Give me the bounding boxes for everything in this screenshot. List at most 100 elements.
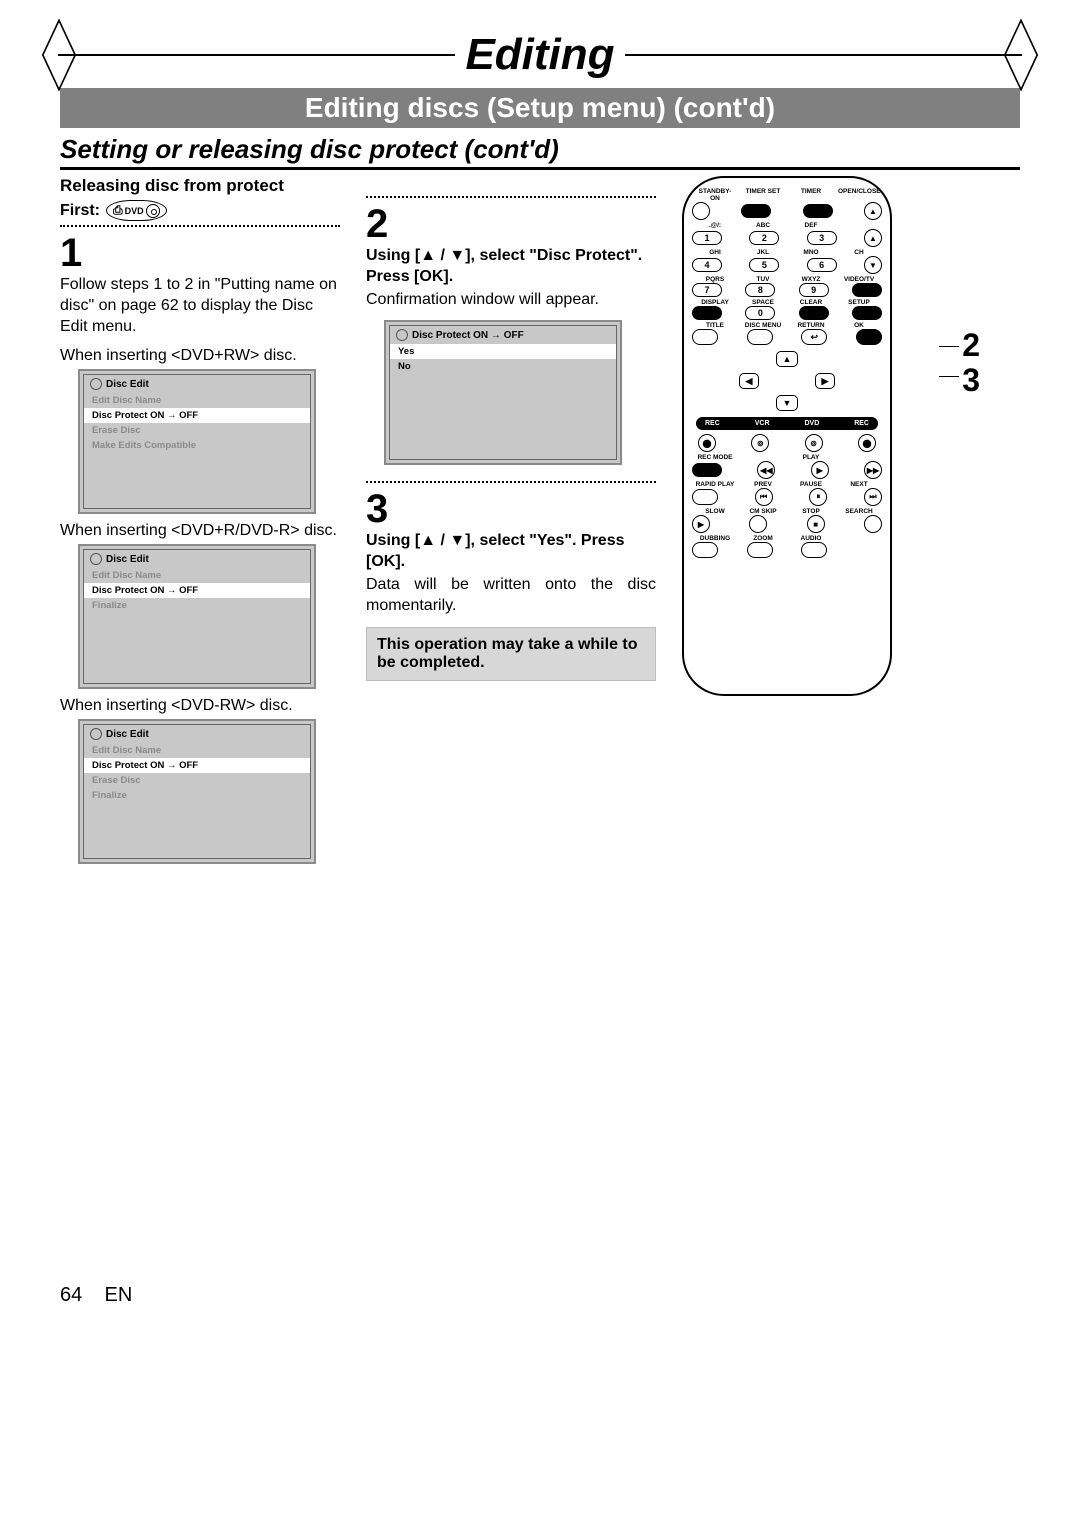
right-button[interactable]: ▶ xyxy=(815,373,835,389)
section-heading: Setting or releasing disc protect (cont'… xyxy=(60,134,1020,170)
column-middle: 2 Using [▲ / ▼], select "Disc Protect". … xyxy=(366,176,656,681)
num-4-button[interactable]: 4 xyxy=(692,258,722,272)
chapter-banner: Editing xyxy=(60,30,1020,80)
step2-text: Confirmation window will appear. xyxy=(366,290,656,311)
rec-vcr-button[interactable]: ⬤ xyxy=(698,434,716,452)
stop-button[interactable]: ■ xyxy=(807,515,825,533)
dvd-icon: ⎙ DVD xyxy=(106,200,167,221)
timer-button[interactable] xyxy=(803,204,833,218)
up-button[interactable]: ▲ xyxy=(776,351,798,367)
menu-item: Finalize xyxy=(84,598,310,613)
page-lang: EN xyxy=(104,1284,132,1306)
menu-item: Edit Disc Name xyxy=(84,743,310,758)
num-1-button[interactable]: 1 xyxy=(692,231,722,245)
column-left: Releasing disc from protect First: ⎙ DVD… xyxy=(60,176,340,864)
mini-disc-icon xyxy=(90,378,102,390)
first-label: First: xyxy=(60,202,100,220)
rapid-play-button[interactable] xyxy=(692,489,718,505)
side-num-2: 2 xyxy=(962,328,980,363)
menu-item: Edit Disc Name xyxy=(84,393,310,408)
display-button[interactable] xyxy=(692,306,722,320)
remote-labels-row1: STANDBY-ON TIMER SET TIMER OPEN/CLOSE xyxy=(692,188,882,202)
num-3-button[interactable]: 3 xyxy=(807,231,837,245)
down-button[interactable]: ▼ xyxy=(776,395,798,411)
note-dvd-rw: When inserting <DVD+RW> disc. xyxy=(60,347,340,365)
first-row: First: ⎙ DVD xyxy=(60,200,340,221)
menu-panel-dvdrw: Disc Edit Edit Disc Name Disc Protect ON… xyxy=(78,719,316,864)
dvd-button[interactable]: ⊚ xyxy=(805,434,823,452)
rec-mode-button[interactable] xyxy=(692,463,722,477)
rewind-button[interactable]: ◀◀ xyxy=(757,461,775,479)
side-step-numbers: 2 3 xyxy=(962,328,980,398)
callout-line-3 xyxy=(939,376,959,377)
timer-set-button[interactable] xyxy=(741,204,771,218)
menu-title: Disc Edit xyxy=(106,729,149,740)
dotted-separator xyxy=(366,196,656,198)
rec-dvd-button[interactable]: ⬤ xyxy=(858,434,876,452)
ok-button[interactable] xyxy=(856,329,882,345)
column-right: STANDBY-ON TIMER SET TIMER OPEN/CLOSE ▲ … xyxy=(682,176,942,696)
step2-instruction: Using [▲ / ▼], select "Disc Protect". Pr… xyxy=(366,246,656,288)
zoom-button[interactable] xyxy=(747,542,773,558)
callout-line-2 xyxy=(939,346,959,347)
left-button[interactable]: ◀ xyxy=(739,373,759,389)
pause-button[interactable]: ⏸ xyxy=(809,488,827,506)
slow-button[interactable]: ▶ xyxy=(692,515,710,533)
return-button[interactable]: ↩ xyxy=(801,329,827,345)
menu-header: Disc Edit xyxy=(84,725,310,743)
ch-up-button[interactable]: ▲ xyxy=(864,229,882,247)
confirm-yes: Yes xyxy=(390,344,616,359)
dubbing-button[interactable] xyxy=(692,542,718,558)
play-button[interactable]: ▶ xyxy=(811,461,829,479)
content-columns: Releasing disc from protect First: ⎙ DVD… xyxy=(60,176,1020,864)
num-6-button[interactable]: 6 xyxy=(807,258,837,272)
menu-panel-dvd+rw: Disc Edit Edit Disc Name Disc Protect ON… xyxy=(78,369,316,514)
standby-button[interactable] xyxy=(692,202,710,220)
menu-header: Disc Edit xyxy=(84,375,310,393)
prev-button[interactable]: ⏮ xyxy=(755,488,773,506)
note-dvd-rw2: When inserting <DVD-RW> disc. xyxy=(60,697,340,715)
menu-item: Erase Disc xyxy=(84,773,310,788)
confirm-no: No xyxy=(390,359,616,374)
ff-button[interactable]: ▶▶ xyxy=(864,461,882,479)
disc-menu-button[interactable] xyxy=(747,329,773,345)
side-num-3: 3 xyxy=(962,363,980,398)
audio-button[interactable] xyxy=(801,542,827,558)
step1-text: Follow steps 1 to 2 in "Putting name on … xyxy=(60,275,340,337)
clear-button[interactable] xyxy=(799,306,829,320)
banner-title: Editing xyxy=(465,30,614,79)
dpad: ▲ ▼ ◀ ▶ xyxy=(727,351,847,411)
cmskip-button[interactable] xyxy=(749,515,767,533)
menu-header: Disc Protect ON → OFF xyxy=(390,326,616,344)
search-button[interactable] xyxy=(864,515,882,533)
setup-button[interactable] xyxy=(852,306,882,320)
banner-line-right xyxy=(625,54,1022,56)
title-button[interactable] xyxy=(692,329,718,345)
menu-title: Disc Edit xyxy=(106,554,149,565)
vcr-button[interactable]: ⊚ xyxy=(751,434,769,452)
num-2-button[interactable]: 2 xyxy=(749,231,779,245)
open-close-button[interactable]: ▲ xyxy=(864,202,882,220)
mini-disc-icon xyxy=(396,329,408,341)
step3-number: 3 xyxy=(366,489,656,529)
dvd-icon-text: DVD xyxy=(125,206,144,216)
num-8-button[interactable]: 8 xyxy=(745,283,775,297)
mini-disc-icon xyxy=(90,728,102,740)
menu-title: Disc Edit xyxy=(106,379,149,390)
video-tv-button[interactable] xyxy=(852,283,882,297)
page-footer: 64 EN xyxy=(60,1284,1020,1307)
page-number: 64 xyxy=(60,1284,82,1306)
step3-instruction: Using [▲ / ▼], select "Yes". Press [OK]. xyxy=(366,531,656,573)
next-button[interactable]: ⏭ xyxy=(864,488,882,506)
num-7-button[interactable]: 7 xyxy=(692,283,722,297)
menu-item: Finalize xyxy=(84,788,310,803)
num-5-button[interactable]: 5 xyxy=(749,258,779,272)
ch-down-button[interactable]: ▼ xyxy=(864,256,882,274)
step1-number: 1 xyxy=(60,233,340,273)
menu-item: Edit Disc Name xyxy=(84,568,310,583)
dotted-separator xyxy=(60,225,340,227)
num-9-button[interactable]: 9 xyxy=(799,283,829,297)
menu-item-highlight: Disc Protect ON → OFF xyxy=(84,583,310,598)
confirm-title: Disc Protect ON → OFF xyxy=(412,330,524,341)
num-0-button[interactable]: 0 xyxy=(745,306,775,320)
